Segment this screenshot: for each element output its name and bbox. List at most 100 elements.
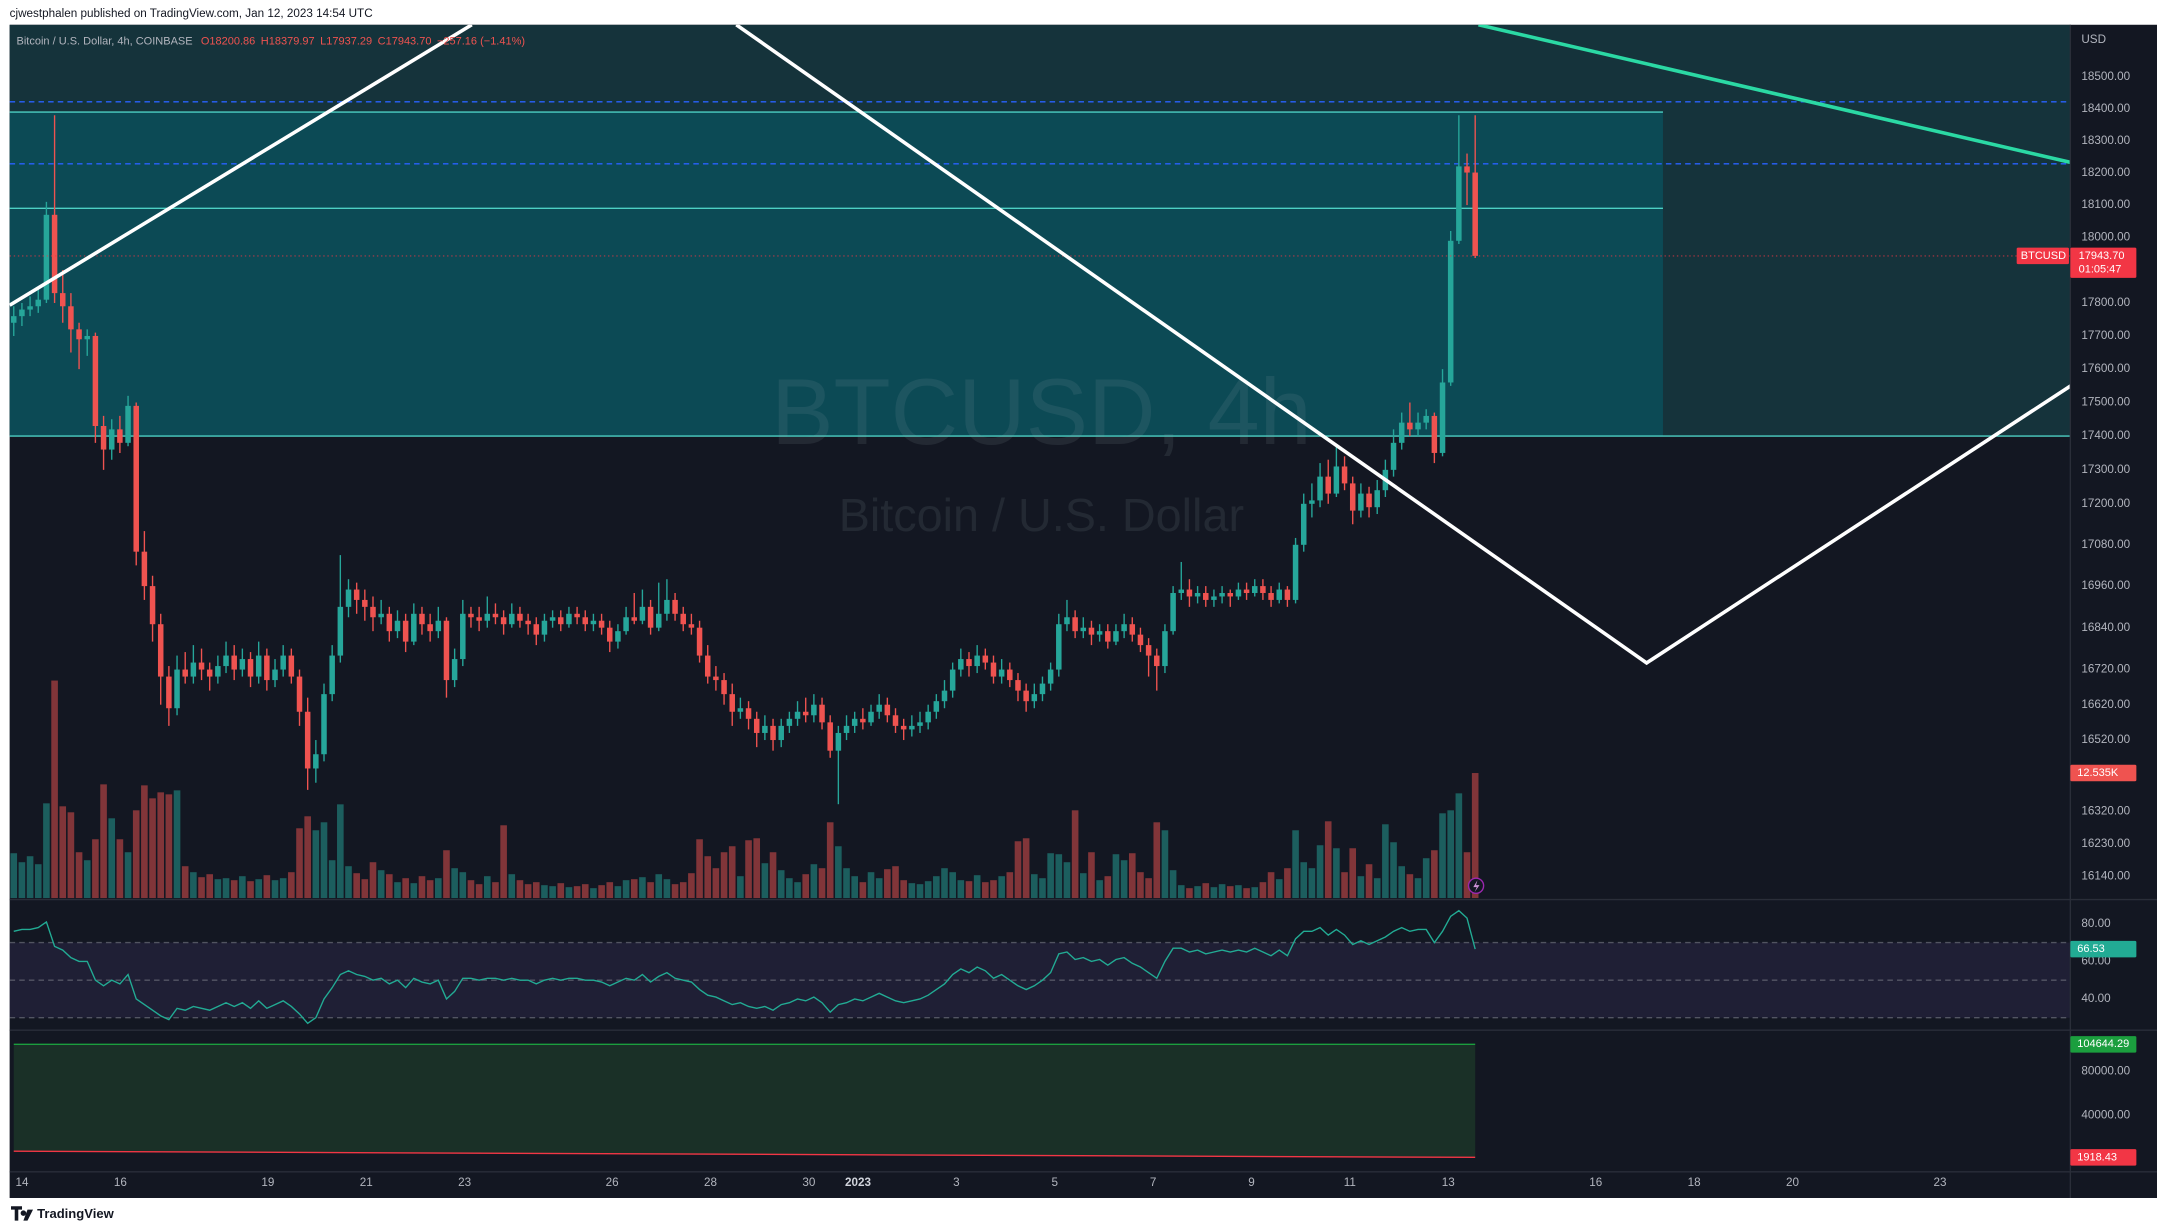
y-tick-label: 18000.00 [2081, 231, 2130, 244]
volume-bar [679, 882, 687, 899]
volume-bar [43, 803, 50, 899]
volume-bar [296, 828, 303, 899]
y-tick-label: 16960.00 [2081, 579, 2130, 592]
area-fill [13, 1044, 1476, 1158]
x-tick-label: 18 [1688, 1176, 1701, 1189]
candle-body [362, 599, 368, 607]
candle-body [851, 718, 858, 726]
x-tick-label: 16 [1589, 1176, 1602, 1189]
y-tick-label: 16320.00 [2081, 804, 2130, 817]
legend-low: L17937.29 [320, 35, 372, 47]
volume-bar [328, 860, 336, 899]
x-tick-label: 2023 [845, 1176, 872, 1189]
candle-body [215, 666, 221, 677]
volume-bar [541, 885, 548, 899]
volume-bar [1153, 822, 1161, 899]
candle-body [607, 627, 613, 642]
volume-bar [459, 872, 467, 899]
candle-body [402, 620, 409, 642]
volume-bar [10, 853, 18, 899]
y-tick-label: 16620.00 [2081, 698, 2130, 711]
candle-body [990, 662, 997, 677]
volume-bar [181, 866, 189, 899]
volume-bar [900, 880, 907, 899]
volume-bar [1414, 878, 1422, 899]
zone [9, 112, 1663, 437]
candle-body [1317, 476, 1323, 501]
candle-body [827, 722, 833, 751]
x-tick-label: 30 [802, 1176, 816, 1189]
volume-bar [761, 863, 769, 899]
volume-bar [639, 877, 646, 899]
candle-body [500, 617, 507, 625]
candle-body [1431, 415, 1438, 453]
volume-bar [467, 880, 475, 899]
volume-bar [1390, 842, 1397, 899]
candle-body [133, 405, 139, 552]
volume-bar [26, 856, 34, 899]
volume-bar [1177, 885, 1185, 899]
candle-body [51, 214, 58, 294]
candle-body [909, 725, 915, 730]
volume-bar [279, 878, 287, 899]
candle-body [304, 711, 311, 769]
volume-bar [745, 840, 752, 899]
volume-bar [108, 818, 116, 899]
candle-body [541, 620, 548, 635]
y-tick-label: 17300.00 [2081, 463, 2130, 476]
legend-high: H18379.97 [261, 35, 315, 47]
volume-bar [1226, 886, 1234, 899]
volume-bar [34, 864, 42, 899]
volume-bar [1439, 813, 1446, 899]
volume-bar [410, 883, 418, 899]
candle-body [1072, 617, 1078, 632]
volume-bar [769, 852, 777, 899]
candle-body [337, 606, 344, 656]
x-tick-label: 23 [458, 1176, 471, 1189]
candle-body [1284, 589, 1291, 600]
candle-body [1472, 172, 1478, 256]
rsi-line [13, 909, 1476, 1025]
volume-bar [1006, 872, 1014, 899]
volume-bar [720, 852, 728, 899]
x-tick-label: 11 [1344, 1176, 1356, 1189]
x-tick-label: 21 [360, 1176, 373, 1189]
main-pane [9, 24, 2071, 899]
volume-bar [369, 862, 377, 899]
candle-body [811, 704, 817, 716]
volume-bar [1112, 854, 1120, 899]
symbol-tag-box [2016, 247, 2069, 265]
volume-bar [1055, 854, 1063, 899]
candle-body [231, 655, 237, 670]
volume-bar [124, 852, 132, 899]
candle-body [1023, 690, 1029, 702]
volume-bar [1349, 848, 1357, 899]
y-tick-label: 17200.00 [2081, 497, 2130, 510]
volume-bar [1324, 821, 1332, 899]
candle-body [1047, 669, 1054, 684]
volume-bar [1194, 886, 1201, 899]
candle-body [174, 669, 180, 709]
volume-bar [941, 868, 948, 899]
candle-body [435, 620, 442, 632]
volume-bar [630, 879, 638, 899]
volume-bar [255, 879, 262, 899]
volume-bar [132, 810, 140, 899]
candle-body [1170, 593, 1176, 632]
volume-bar [1031, 874, 1038, 899]
candle-body [166, 676, 172, 709]
candle-body [1121, 624, 1127, 632]
volume-bar [100, 784, 107, 899]
volume-bar [728, 846, 736, 899]
y-tick-label: 16840.00 [2081, 621, 2130, 634]
candle-body [1447, 240, 1454, 383]
candle-body [786, 718, 793, 726]
volume-bar [1431, 850, 1438, 899]
y-tick-label: 18500.00 [2081, 70, 2130, 83]
brand-name: TradingView [37, 1206, 114, 1221]
trend-line [735, 24, 2071, 666]
y-tick-label: 17800.00 [2081, 296, 2130, 309]
candle-body [1080, 627, 1087, 632]
volume-bar [1243, 888, 1250, 899]
volume-bar [1341, 872, 1348, 899]
